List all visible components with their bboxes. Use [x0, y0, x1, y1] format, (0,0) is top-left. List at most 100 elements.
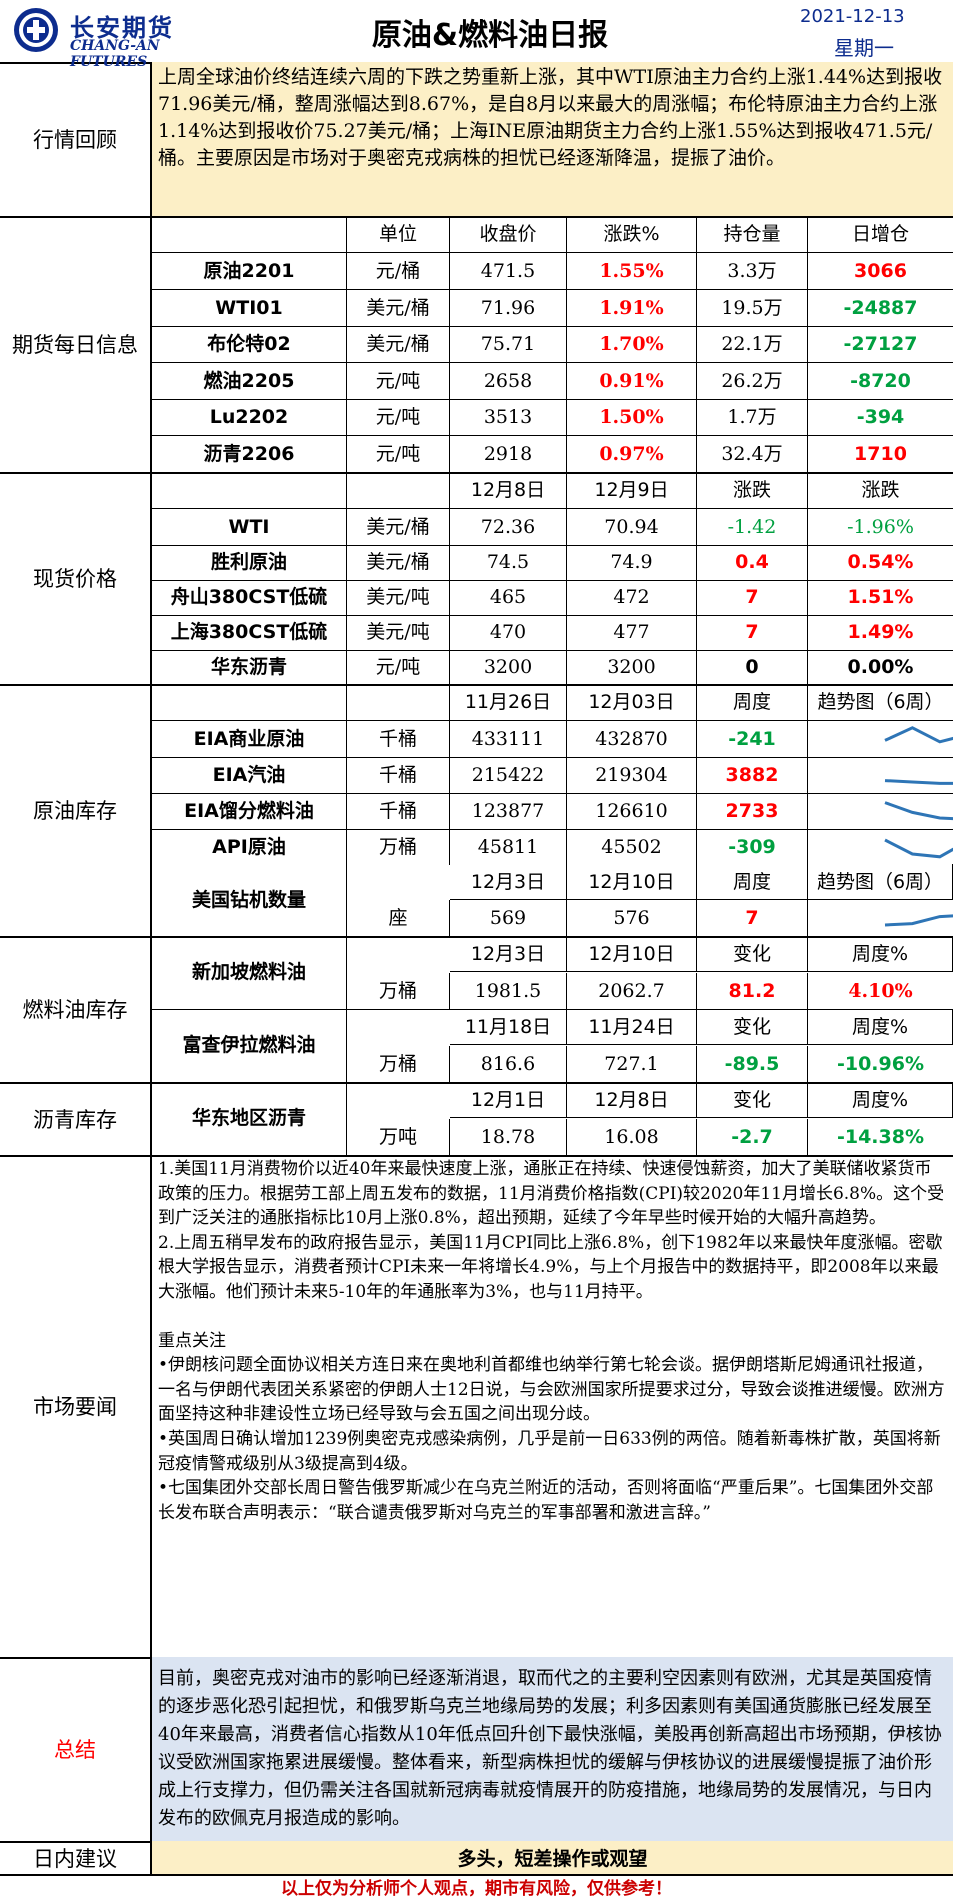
sparkline-trend-line	[884, 914, 953, 927]
advice-label: 日内建议	[0, 1841, 152, 1874]
fuel-value-pct: -10.96%	[836, 1053, 925, 1075]
spot-change: 0	[697, 649, 808, 685]
summary-section: 总结 目前，奥密克戎对油市的影响已经逐渐消退，取而代之的主要利空因素则有欧洲，尤…	[0, 1657, 953, 1843]
spot-header-chg: 涨跌	[697, 472, 808, 508]
fuel-value-pct: 4.10%	[848, 980, 913, 1002]
futures-header-oi: 持仓量	[697, 216, 808, 252]
spot-change-pct: 1.51%	[847, 586, 914, 608]
asphalt-value-d2: 16.08	[567, 1119, 697, 1155]
rig-count-unit: 座	[347, 900, 450, 936]
fuel-name: 新加坡燃料油	[152, 936, 347, 1009]
inventory-unit: 千桶	[347, 721, 450, 757]
inventory-name: EIA商业原油	[152, 721, 347, 757]
spot-section: 现货价格 12月8日 12月9日 涨跌 涨跌 WTI 美元/桶 72.36 70.94…	[0, 472, 953, 686]
inventory-unit: 千桶	[347, 757, 450, 793]
market-review-label: 行情回顾	[0, 62, 152, 216]
inventory-weekly-change: 3882	[697, 757, 808, 793]
futures-close: 2918	[450, 435, 567, 472]
spot-row: 胜利原油 美元/桶 74.5 74.9 0.4 0.54%	[152, 544, 953, 581]
asphalt-value-pct: -14.38%	[836, 1126, 925, 1148]
inventory-trend-sparkline	[883, 838, 953, 859]
futures-close: 471.5	[450, 253, 567, 289]
futures-unit: 元/吨	[347, 362, 450, 399]
spot-label: 现货价格	[0, 472, 152, 684]
futures-row: 沥青2206 元/吨 2918 0.97% 32.4万 1710	[152, 435, 953, 472]
inventory-trend-sparkline	[883, 726, 953, 744]
futures-row: 燃油2205 元/吨 2658 0.91% 26.2万 -8720	[152, 362, 953, 400]
fuel-name: 富查伊拉燃料油	[152, 1009, 347, 1082]
market-news-body: 1.美国11月消费物价以近40年来最快速度上涨，通胀正在持续、快速侵蚀薪资，加大…	[152, 1155, 953, 1657]
advice-text: 多头，短差操作或观望	[152, 1841, 953, 1874]
futures-unit: 元/吨	[347, 399, 450, 435]
fuel-header-d1: 12月3日	[450, 936, 567, 972]
spot-change: 7	[697, 614, 808, 650]
inventory-weekly-change: -241	[697, 721, 808, 757]
spot-header-d2: 12月9日	[567, 472, 697, 508]
fuel-header-d1: 11月18日	[450, 1009, 567, 1045]
inventory-name: EIA馏分燃料油	[152, 793, 347, 829]
futures-close: 75.71	[450, 326, 567, 362]
market-news-section: 市场要闻 1.美国11月消费物价以近40年来最快速度上涨，通胀正在持续、快速侵蚀…	[0, 1155, 953, 1659]
crude-inventory-label: 原油库存	[0, 684, 152, 936]
sparkline-trend-line	[883, 801, 953, 821]
rig-count-name: 美国钻机数量	[152, 864, 347, 936]
futures-daily-oi-change: 3066	[854, 260, 907, 282]
inventory-value-d1: 45811	[450, 829, 567, 865]
inventory-unit: 万桶	[347, 829, 450, 865]
spot-unit: 美元/吨	[347, 614, 450, 650]
inventory-header-d2: 12月03日	[567, 684, 697, 720]
report-date: 2021-12-13	[800, 6, 905, 27]
spot-name: 胜利原油	[152, 544, 347, 580]
fuel-header-pct: 周度%	[808, 936, 953, 972]
futures-open-interest: 3.3万	[697, 253, 808, 289]
futures-name: 原油2201	[152, 253, 347, 289]
logo-english-name: CHANG-AN FUTURES	[70, 38, 160, 70]
asphalt-value-chg: -2.7	[697, 1119, 808, 1155]
asphalt-header-chg: 变化	[697, 1082, 808, 1118]
spot-unit: 元/吨	[347, 649, 450, 685]
fuel-inventory-block: 新加坡燃料油 万桶 12月3日 12月10日 变化 周度% 1981.5 2062.7 81.2…	[152, 936, 953, 1010]
news-focus-heading: 重点关注	[158, 1330, 226, 1351]
futures-change-pct: 1.70%	[567, 326, 697, 362]
spot-change: 7	[697, 579, 808, 615]
spot-unit: 美元/桶	[347, 509, 450, 545]
spot-price-d2: 477	[567, 614, 697, 650]
futures-unit: 元/桶	[347, 253, 450, 289]
futures-header-doi: 日增仓	[851, 223, 909, 245]
futures-header-unit: 单位	[347, 216, 450, 252]
spot-price-d2: 70.94	[567, 509, 697, 545]
fuel-header-d2: 11月24日	[567, 1009, 697, 1045]
inventory-weekly-change: -309	[697, 829, 808, 865]
fuel-header-chg: 变化	[697, 1009, 808, 1045]
spot-change-pct: 0.00%	[847, 656, 914, 678]
inventory-trend-sparkline	[884, 779, 953, 785]
asphalt-inventory-label: 沥青库存	[0, 1082, 152, 1155]
rig-value-d2: 576	[567, 900, 697, 936]
futures-daily-oi-change: -394	[856, 406, 905, 428]
futures-name: 沥青2206	[152, 435, 347, 472]
futures-close: 71.96	[450, 289, 567, 326]
futures-open-interest: 19.5万	[697, 289, 808, 326]
futures-daily-oi-change: 1710	[854, 442, 907, 465]
spot-name: WTI	[152, 509, 347, 545]
market-news-label: 市场要闻	[0, 1155, 152, 1657]
summary-text: 目前，奥密克戎对油市的影响已经逐渐消退，取而代之的主要利空因素则有欧洲，尤其是英…	[152, 1657, 953, 1841]
spot-unit: 美元/吨	[347, 579, 450, 615]
inventory-trend-cell	[808, 757, 953, 793]
report-title: 原油&燃料油日报	[371, 18, 609, 53]
asphalt-inventory-section: 沥青库存 华东地区沥青 万吨 12月1日 12月8日 变化 周度% 18.78 …	[0, 1082, 953, 1157]
futures-name: Lu2202	[152, 399, 347, 435]
futures-daily-oi-change: -24887	[843, 296, 918, 319]
inventory-value-d1: 433111	[450, 721, 567, 757]
advice-section: 日内建议 多头，短差操作或观望	[0, 1841, 953, 1876]
spot-header-d1: 12月8日	[450, 472, 567, 508]
futures-unit: 美元/桶	[347, 326, 450, 362]
rig-header-trend: 趋势图（6周）	[808, 864, 953, 900]
asphalt-header-pct: 周度%	[808, 1082, 953, 1118]
inventory-row: API原油 万桶 45811 45502 -309	[152, 829, 953, 865]
asphalt-header-d1: 12月1日	[450, 1082, 567, 1118]
futures-daily-oi-change: -27127	[843, 333, 918, 355]
futures-unit: 美元/桶	[347, 289, 450, 326]
spot-price-d2: 74.9	[567, 544, 697, 580]
futures-open-interest: 1.7万	[697, 399, 808, 435]
